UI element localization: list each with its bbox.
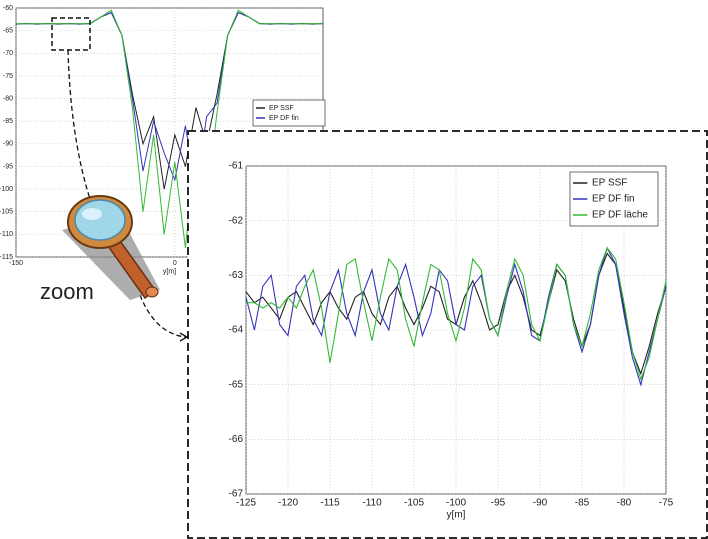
zoom-chart: -61 -62 -63 -64 -65 -66 -67-125 -120 -115 -110 -10… <box>229 161 674 521</box>
series-line <box>16 9 323 248</box>
zoom-arrow <box>67 49 93 206</box>
y-tick-label: -80 <box>3 95 13 102</box>
y-tick-label: -100 <box>0 186 13 193</box>
x-tick-label: 0 <box>173 260 177 267</box>
y-tick-label: -85 <box>3 118 13 125</box>
x-tick-label: -120 <box>278 498 298 509</box>
legend-label: EP DF fin <box>592 194 635 205</box>
legend-label: EP SSF <box>592 178 627 189</box>
x-tick-label: -110 <box>362 498 382 509</box>
y-tick-label: -60 <box>3 5 13 12</box>
x-tick-label: -150 <box>9 260 23 267</box>
y-tick-label: -67 <box>229 489 244 500</box>
y-tick-label: -63 <box>229 270 244 281</box>
y-tick-label: -70 <box>3 50 13 57</box>
legend-label: EP SSF <box>269 105 294 112</box>
x-tick-label: -85 <box>575 498 590 509</box>
legend-label: EP DF fin <box>269 115 299 122</box>
magnifier <box>62 195 160 300</box>
legend-label: EP DF läche <box>592 210 648 221</box>
y-tick-label: -110 <box>0 231 13 238</box>
y-tick-label: -95 <box>3 163 13 170</box>
y-tick-label: -75 <box>3 73 13 80</box>
y-tick-label: -65 <box>3 27 13 34</box>
x-tick-label: -105 <box>404 498 424 509</box>
x-axis-label: y[m] <box>163 269 176 276</box>
legend-box <box>252 99 326 127</box>
series-line <box>246 246 667 381</box>
x-axis-label: y[m] <box>447 510 466 521</box>
y-tick-label: -66 <box>229 434 244 445</box>
zoom-arrow <box>139 294 187 338</box>
y-tick-label: -61 <box>229 161 244 172</box>
zoom-label: zoom <box>40 279 94 304</box>
y-tick-label: -62 <box>229 215 244 226</box>
x-tick-label: -100 <box>446 498 466 509</box>
y-tick-label: -64 <box>229 325 244 336</box>
x-tick-label: -125 <box>236 498 256 509</box>
x-tick-label: -75 <box>659 498 674 509</box>
zoom-region <box>51 17 91 51</box>
arrow-head <box>179 332 189 342</box>
y-tick-label: -65 <box>229 379 244 390</box>
series-line <box>245 246 667 387</box>
x-tick-label: -80 <box>617 498 632 509</box>
y-tick-label: -115 <box>0 254 13 261</box>
y-tick-label: -90 <box>3 141 13 148</box>
x-tick-label: -90 <box>533 498 548 509</box>
y-tick-label: -105 <box>0 209 13 216</box>
x-tick-label: -115 <box>320 498 340 509</box>
x-tick-label: -95 <box>491 498 506 509</box>
